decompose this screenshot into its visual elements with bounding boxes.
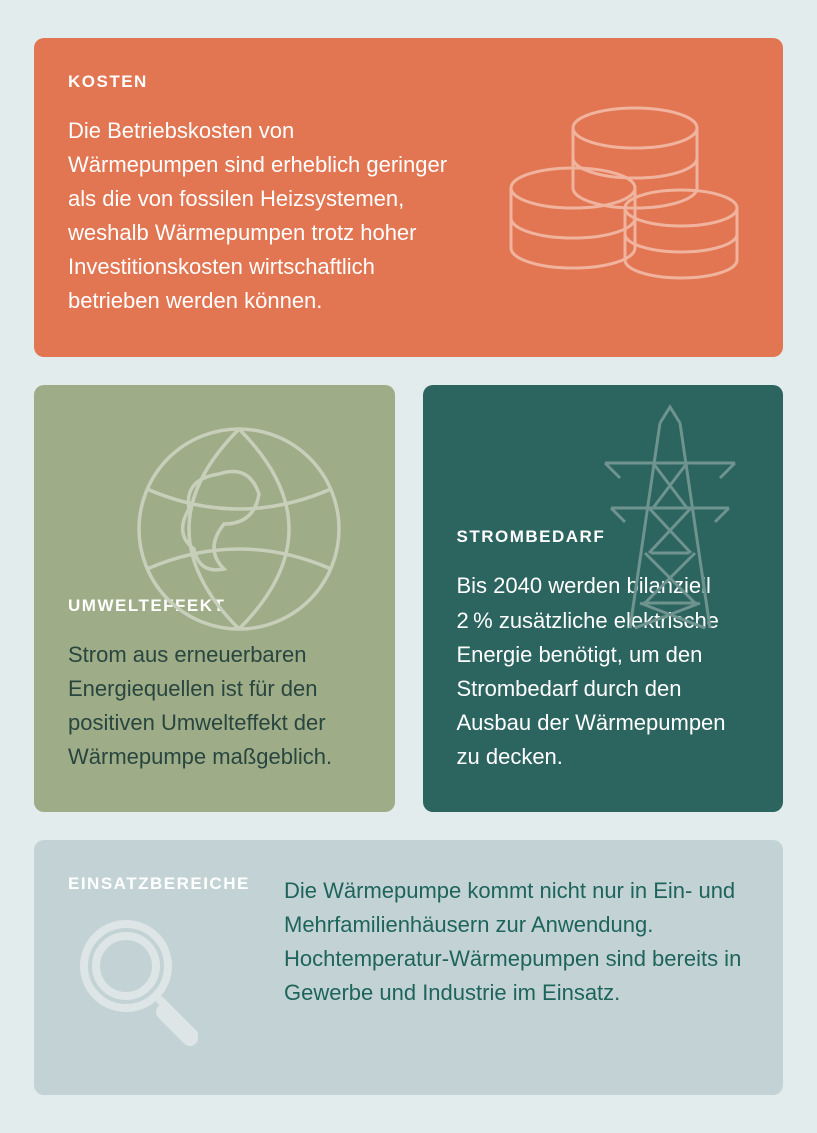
strom-card: STROMBEDARF Bis 2040 werden bilanziell 2…	[423, 385, 784, 812]
umwelt-body: Strom aus erneuerbaren Energiequellen is…	[68, 638, 361, 774]
einsatz-title: EINSATZBEREICHE	[68, 874, 258, 894]
kosten-card: KOSTEN Die Betriebskosten von Wärmepumpe…	[34, 38, 783, 357]
umwelt-card: UMWELTEFFEKT Strom aus erneuerbaren Ener…	[34, 385, 395, 812]
magnifier-icon	[68, 912, 258, 1057]
kosten-body: Die Betriebskosten von Wärmepumpen sind …	[68, 114, 448, 319]
kosten-title: KOSTEN	[68, 72, 749, 92]
pylon-icon	[595, 403, 745, 638]
coins-icon	[503, 100, 743, 305]
einsatz-body: Die Wärmepumpe kommt nicht nur in Ein- u…	[284, 874, 749, 1010]
row-2-container: UMWELTEFFEKT Strom aus erneuerbaren Ener…	[34, 385, 783, 812]
einsatz-left-col: EINSATZBEREICHE	[68, 874, 258, 1057]
einsatz-card: EINSATZBEREICHE Die Wärmepumpe kommt nic…	[34, 840, 783, 1095]
einsatz-right-col: Die Wärmepumpe kommt nicht nur in Ein- u…	[284, 874, 749, 1010]
globe-icon	[129, 419, 349, 644]
